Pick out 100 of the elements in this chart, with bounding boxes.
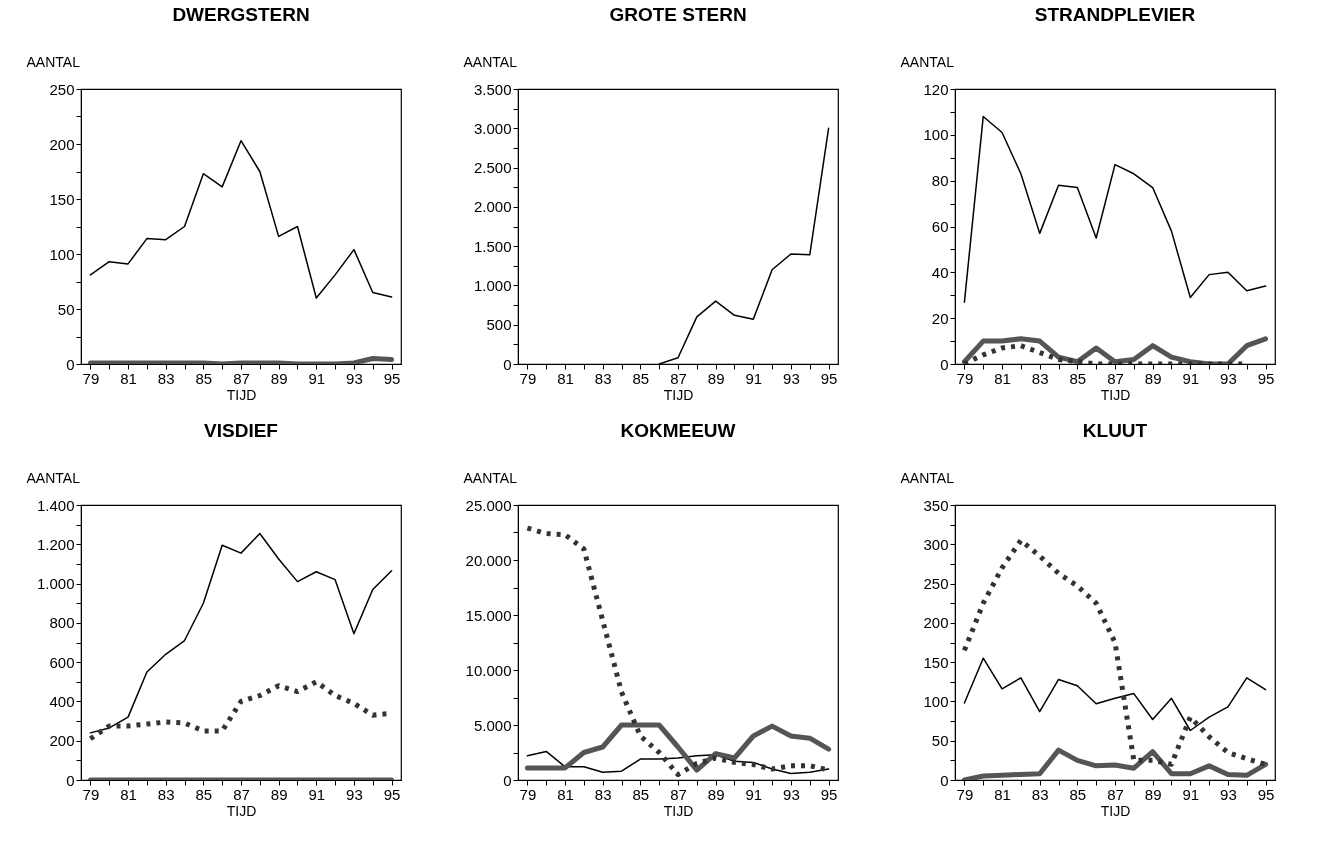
chart-title: KLUUT — [1082, 420, 1148, 441]
y-tick-label: 250 — [923, 575, 949, 593]
x-tick-label: 83 — [1031, 369, 1049, 387]
y-tick-label: 300 — [923, 535, 949, 553]
x-tick-label: 81 — [994, 785, 1011, 803]
x-tick-label: 91 — [308, 369, 326, 387]
y-tick-label: 50 — [57, 300, 75, 318]
chart-title: DWERGSTERN — [172, 4, 310, 25]
x-tick-label: 93 — [783, 785, 800, 803]
y-axis-title: AANTAL — [26, 469, 81, 486]
x-tick-label: 85 — [632, 785, 650, 803]
y-tick-label: 600 — [49, 653, 75, 671]
x-axis-title: TIJD — [663, 386, 694, 403]
y-tick-label: 800 — [49, 614, 75, 632]
x-tick-label: 91 — [308, 785, 326, 803]
x-tick-label: 85 — [195, 785, 213, 803]
x-tick-label: 85 — [195, 369, 213, 387]
chart-title: GROTE STERN — [609, 4, 747, 25]
y-tick-label: 200 — [923, 614, 949, 632]
x-tick-label: 87 — [1107, 785, 1124, 803]
chart-title: KOKMEEUW — [620, 420, 736, 441]
y-tick-label: 350 — [923, 496, 949, 514]
x-tick-label: 91 — [745, 369, 763, 387]
x-axis-title: TIJD — [1100, 802, 1131, 819]
y-tick-label: 2.500 — [473, 159, 512, 177]
line-series — [89, 139, 393, 299]
x-tick-label: 87 — [670, 369, 687, 387]
y-tick-label: 150 — [923, 653, 949, 671]
x-tick-label: 79 — [82, 785, 100, 803]
x-tick-label: 89 — [707, 369, 725, 387]
x-tick-label: 83 — [594, 369, 612, 387]
x-tick-label: 79 — [956, 785, 974, 803]
y-tick-label: 80 — [931, 172, 949, 190]
y-tick-label: 25.000 — [465, 496, 512, 514]
y-tick-label: 0 — [503, 355, 512, 373]
y-tick-label: 0 — [66, 355, 75, 373]
x-tick-label: 85 — [632, 369, 650, 387]
x-axis-title: TIJD — [226, 802, 257, 819]
x-tick-label: 81 — [557, 369, 574, 387]
x-tick-label: 83 — [1031, 785, 1049, 803]
line-series — [963, 115, 1267, 303]
x-tick-label: 79 — [956, 369, 974, 387]
y-tick-label: 40 — [931, 263, 949, 281]
x-tick-label: 85 — [1069, 785, 1087, 803]
x-axis-title: TIJD — [226, 386, 257, 403]
x-tick-label: 81 — [994, 369, 1011, 387]
y-tick-label: 50 — [931, 732, 949, 750]
y-tick-label: 1.200 — [36, 535, 75, 553]
y-tick-label: 0 — [66, 771, 75, 789]
y-tick-label: 10.000 — [465, 661, 512, 679]
chart-title: STRANDPLEVIER — [1034, 4, 1196, 25]
x-tick-label: 81 — [557, 785, 574, 803]
x-tick-label: 83 — [157, 369, 175, 387]
x-tick-label: 79 — [82, 369, 100, 387]
y-axis-title: AANTAL — [900, 53, 955, 70]
x-tick-label: 91 — [745, 785, 763, 803]
x-tick-label: 89 — [1144, 785, 1162, 803]
y-tick-label: 1.000 — [473, 276, 512, 294]
x-tick-label: 87 — [233, 785, 250, 803]
x-tick-label: 85 — [1069, 369, 1087, 387]
y-tick-label: 100 — [49, 245, 75, 263]
x-tick-label: 95 — [820, 785, 838, 803]
y-tick-label: 0 — [940, 355, 949, 373]
y-tick-label: 150 — [49, 190, 75, 208]
x-tick-label: 93 — [1220, 785, 1237, 803]
y-tick-label: 100 — [923, 126, 949, 144]
y-tick-label: 500 — [486, 316, 512, 334]
x-tick-label: 83 — [157, 785, 175, 803]
x-tick-label: 95 — [820, 369, 838, 387]
x-tick-label: 87 — [1107, 369, 1124, 387]
y-tick-label: 60 — [931, 218, 949, 235]
x-tick-label: 81 — [120, 785, 137, 803]
y-axis-title: AANTAL — [463, 53, 518, 70]
x-tick-label: 91 — [1182, 785, 1200, 803]
y-axis-title: AANTAL — [463, 469, 518, 486]
x-tick-label: 95 — [383, 785, 401, 803]
y-axis-title: AANTAL — [900, 469, 955, 486]
y-tick-label: 3.500 — [473, 80, 512, 98]
y-tick-label: 0 — [503, 771, 512, 789]
y-tick-label: 2.000 — [473, 198, 512, 216]
y-tick-label: 120 — [923, 80, 949, 98]
y-tick-label: 100 — [923, 692, 949, 710]
x-axis-title: TIJD — [1100, 386, 1131, 403]
x-tick-label: 89 — [270, 369, 288, 387]
y-axis-title: AANTAL — [26, 53, 81, 70]
y-tick-label: 1.400 — [36, 496, 75, 514]
y-tick-label: 0 — [940, 771, 949, 789]
line-series — [963, 657, 1267, 732]
x-axis-title: TIJD — [663, 802, 694, 819]
line-series — [89, 532, 393, 734]
y-tick-label: 5.000 — [473, 716, 512, 734]
y-tick-label: 200 — [49, 732, 75, 750]
y-tick-label: 200 — [49, 135, 75, 153]
x-tick-label: 89 — [1144, 369, 1162, 387]
x-tick-label: 93 — [346, 785, 363, 803]
x-tick-label: 89 — [270, 785, 288, 803]
x-tick-label: 93 — [1220, 369, 1237, 387]
x-tick-label: 81 — [120, 369, 137, 387]
y-tick-label: 250 — [49, 80, 75, 98]
y-tick-label: 15.000 — [465, 606, 512, 624]
